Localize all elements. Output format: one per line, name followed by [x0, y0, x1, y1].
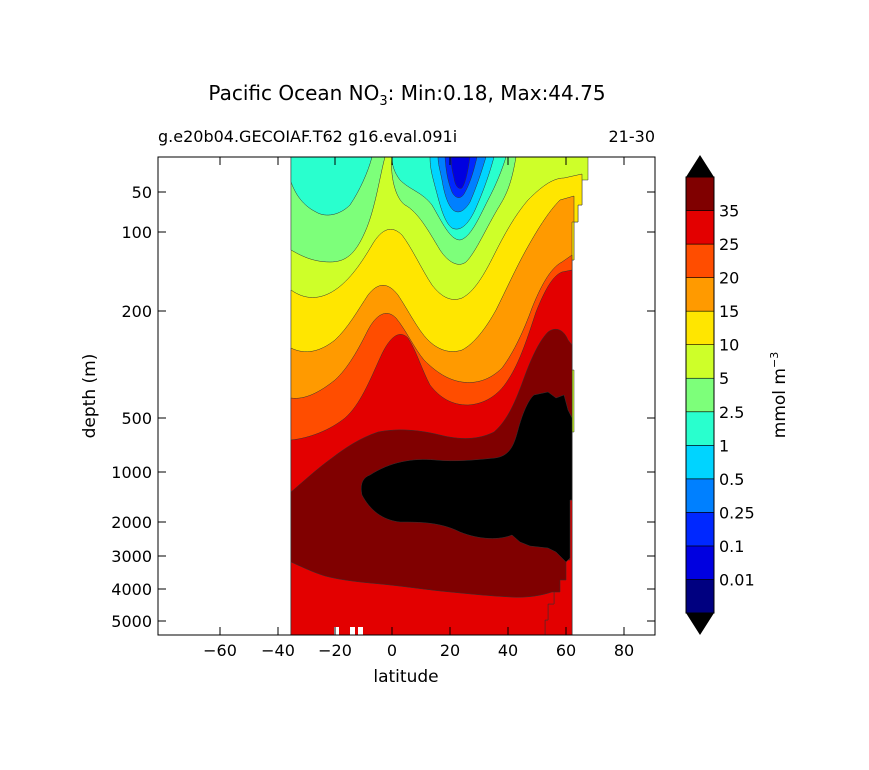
colorbar-swatch [685, 310, 715, 345]
colorbar-frame [685, 176, 715, 614]
chart-title: Pacific Ocean NO3: Min:0.18, Max:44.75 [208, 81, 605, 109]
y-tick-label: 100 [121, 223, 152, 242]
colorbar-tick-label: 0.1 [719, 537, 744, 556]
contour-band-1-2.5 [290, 157, 373, 216]
colorbar-tick-label: 35 [719, 202, 739, 221]
chart-subtitle-right: 21-30 [609, 127, 656, 146]
missing-data-cell [334, 627, 339, 635]
colorbar-tick-label: 15 [719, 302, 739, 321]
colorbar: 0.01 0.1 0.25 0.5 1 2.5 5 10 15 20 25 35 [685, 155, 755, 635]
colorbar-tick-label: 1 [719, 436, 729, 455]
x-tick-label: −60 [203, 641, 237, 660]
colorbar-tick-label: 0.5 [719, 470, 744, 489]
colorbar-tick-label: 25 [719, 235, 739, 254]
colorbar-unit-label: mmol m−3 [768, 352, 790, 438]
contour-band-0.01-0.1 [450, 157, 471, 189]
y-axis: 50 100 200 500 1000 2000 3000 4000 5000 [111, 183, 655, 631]
y-axis-label: depth (m) [80, 354, 100, 439]
colorbar-tick-label: 5 [719, 369, 729, 388]
colorbar-tick-label: 0.25 [719, 503, 755, 522]
chart-subtitle-left: g.e20b04.GECOIAF.T62 g16.eval.091i [158, 127, 457, 146]
y-tick-label: 3000 [111, 547, 152, 566]
contour-band-above-max [361, 391, 573, 563]
x-tick-label: 20 [440, 641, 460, 660]
colorbar-tick-label: 2.5 [719, 403, 744, 422]
colorbar-swatch [685, 210, 715, 245]
colorbar-tick-label: 20 [719, 269, 739, 288]
colorbar-swatch [685, 445, 715, 480]
y-tick-label: 5000 [111, 612, 152, 631]
x-tick-label: 0 [387, 641, 397, 660]
x-axis-label: latitude [373, 667, 438, 687]
colorbar-tick-label: 0.01 [719, 570, 755, 589]
colorbar-extend-max [686, 155, 714, 177]
colorbar-tick-label: 10 [719, 336, 739, 355]
missing-data-cell [358, 627, 363, 635]
colorbar-swatch [685, 344, 715, 379]
x-tick-label: −40 [261, 641, 295, 660]
colorbar-swatch [685, 579, 715, 614]
y-tick-label: 500 [121, 409, 152, 428]
contour-field [158, 157, 655, 635]
x-tick-label: 40 [498, 641, 518, 660]
colorbar-swatch [685, 545, 715, 580]
x-tick-label: 80 [614, 641, 634, 660]
colorbar-swatch [685, 512, 715, 547]
colorbar-swatch [685, 411, 715, 446]
colorbar-swatch [685, 243, 715, 278]
contour-band-25-35-deep [290, 561, 555, 635]
colorbar-swatch [685, 377, 715, 413]
y-tick-label: 200 [121, 302, 152, 321]
x-tick-label: −20 [318, 641, 352, 660]
y-tick-label: 1000 [111, 463, 152, 482]
plot-frame [157, 156, 656, 636]
y-tick-label: 2000 [111, 513, 152, 532]
x-axis: −60 −40 −20 0 20 40 60 80 [203, 157, 634, 660]
colorbar-extend-min [686, 613, 714, 635]
y-tick-label: 4000 [111, 580, 152, 599]
colorbar-swatch [685, 478, 715, 513]
colorbar-swatch [685, 277, 715, 312]
colorbar-swatch [685, 176, 715, 211]
missing-data-cell [350, 627, 355, 635]
y-tick-label: 50 [132, 183, 152, 202]
x-tick-label: 60 [556, 641, 576, 660]
